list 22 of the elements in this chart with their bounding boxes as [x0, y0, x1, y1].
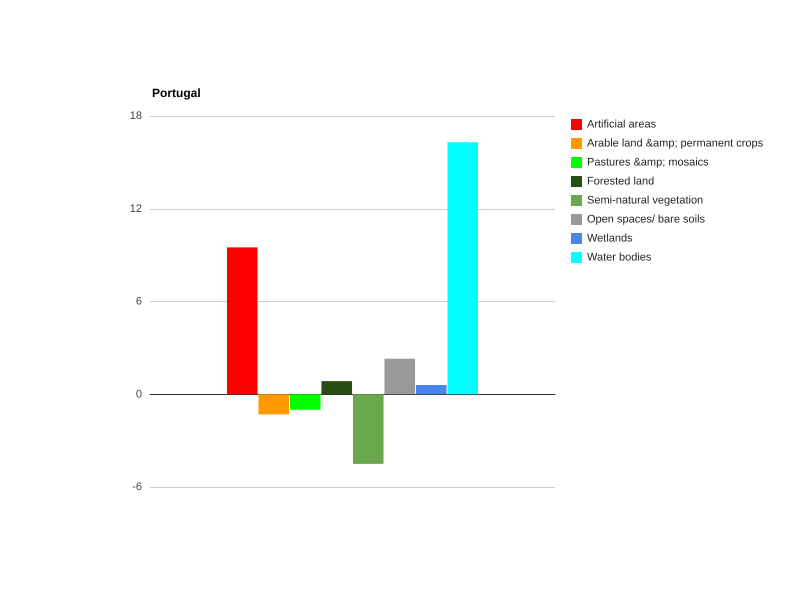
y-tick-label: 0: [136, 388, 142, 400]
bar: [226, 247, 258, 394]
legend-label: Forested land: [587, 176, 654, 188]
bar: [447, 142, 478, 394]
bar: [352, 394, 384, 464]
y-tick-label: -6: [132, 481, 142, 493]
legend-label: Wetlands: [587, 232, 634, 244]
legend-label: Arable land &amp; permanent crops: [587, 138, 764, 150]
y-tick-label: 12: [130, 202, 142, 215]
legend-label: Semi-natural vegetation: [587, 194, 704, 206]
bar: [384, 358, 416, 394]
legend-label: Artificial areas: [587, 118, 657, 130]
y-tick-label: 18: [130, 110, 142, 122]
bar: [321, 381, 352, 394]
bar: [416, 384, 447, 394]
legend-label: Pastures &amp; mosaics: [587, 156, 710, 168]
bar: [258, 394, 290, 414]
bar: [290, 394, 321, 410]
legend-label: Open spaces/ bare soils: [587, 214, 706, 226]
chart-title: Portugal: [152, 86, 201, 100]
legend-label: Water bodies: [587, 252, 652, 264]
y-tick-label: 6: [136, 296, 142, 308]
